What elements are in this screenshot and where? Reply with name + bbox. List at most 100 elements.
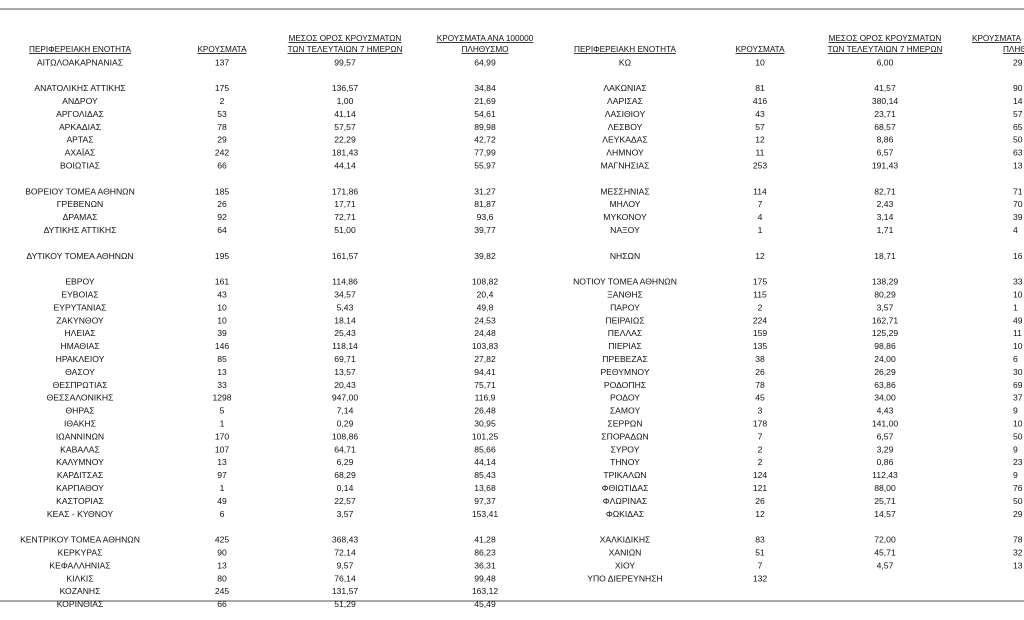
avg-7-days: 57,57: [334, 122, 356, 132]
avg-7-days: 191,43: [872, 160, 899, 170]
region-name: ΚΑΡΔΙΤΣΑΣ: [57, 470, 103, 480]
cases: 64: [217, 225, 227, 235]
cases: 107: [215, 444, 230, 454]
avg-7-days: 162,71: [872, 315, 899, 325]
cases-per-100k: 30: [1013, 367, 1023, 377]
region-name: ΚΑΛΥΜΝΟΥ: [56, 457, 104, 467]
region-name: ΥΠΟ ΔΙΕΡΕΥΝΗΣΗ: [587, 573, 663, 583]
cases-per-100k: 10: [1013, 289, 1023, 299]
region-name: ΖΑΚΥΝΘΟΥ: [56, 315, 104, 325]
cases: 12: [755, 135, 765, 145]
cases: 2: [758, 302, 763, 312]
column-header: ΤΩΝ ΤΕΛΕΥΤΑΙΩΝ 7 ΗΜΕΡΩΝ: [828, 45, 943, 54]
cases: 159: [753, 328, 768, 338]
avg-7-days: 380,14: [872, 96, 899, 106]
cases-per-100k: 20,4: [477, 289, 494, 299]
cases-per-100k: 50: [1013, 431, 1023, 441]
avg-7-days: 368,43: [332, 535, 359, 545]
region-name: ΚΕΡΚΥΡΑΣ: [58, 547, 103, 557]
avg-7-days: 0,86: [877, 457, 894, 467]
region-name: ΜΕΣΣΗΝΙΑΣ: [600, 186, 649, 196]
column-header: ΠΕΡΙΦΕΡΕΙΑΚΗ ΕΝΟΤΗΤΑ: [574, 45, 676, 54]
cases: 170: [215, 431, 230, 441]
cases-per-100k: 71: [1013, 186, 1023, 196]
cases: 29: [217, 135, 227, 145]
cases-per-100k: 16: [1013, 251, 1023, 261]
cases: 97: [217, 470, 227, 480]
region-name: ΚΑΡΠΑΘΟΥ: [56, 483, 104, 493]
cases-per-100k: 33: [1013, 277, 1023, 287]
cases-per-100k: 75,71: [474, 380, 496, 390]
cases: 7: [758, 199, 763, 209]
cases: 2: [758, 444, 763, 454]
avg-7-days: 45,71: [874, 547, 896, 557]
avg-7-days: 26,29: [874, 367, 896, 377]
region-name: ΙΘΑΚΗΣ: [64, 418, 96, 428]
region-name: ΑΧΑΪΑΣ: [65, 148, 96, 158]
avg-7-days: 51,00: [334, 225, 356, 235]
cases-per-100k: 21,69: [474, 96, 496, 106]
cases-per-100k: 99,48: [474, 573, 496, 583]
column-header: ΠΛΗΘΥΣΜΟ: [461, 45, 508, 54]
region-name: ΗΡΑΚΛΕΙΟΥ: [56, 354, 105, 364]
cases-per-100k: 10: [1013, 418, 1023, 428]
region-name: ΑΡΓΟΛΙΔΑΣ: [56, 109, 104, 119]
cases: 1: [220, 483, 225, 493]
region-name: ΜΑΓΝΗΣΙΑΣ: [601, 160, 650, 170]
region-name: ΕΥΡΥΤΑΝΙΑΣ: [54, 302, 107, 312]
cases: 39: [217, 328, 227, 338]
cases-per-100k: 70: [1013, 199, 1023, 209]
cases-per-100k: 54,61: [474, 109, 496, 119]
cases-per-100k: 13,68: [474, 483, 496, 493]
cases-per-100k: 41,28: [474, 535, 496, 545]
cases-per-100k: 69: [1013, 380, 1023, 390]
region-name: ΔΡΑΜΑΣ: [63, 212, 98, 222]
cases-per-100k: 90: [1013, 83, 1023, 93]
avg-7-days: 118,14: [332, 341, 358, 351]
cases: 92: [217, 212, 227, 222]
cases: 137: [215, 57, 230, 67]
cases-per-100k: 89,98: [474, 122, 496, 132]
region-name: ΑΝΑΤΟΛΙΚΗΣ ΑΤΤΙΚΗΣ: [34, 83, 125, 93]
cases-per-100k: 101,25: [472, 431, 499, 441]
region-name: ΑΡΚΑΔΙΑΣ: [59, 122, 101, 132]
avg-7-days: 114,86: [332, 277, 358, 287]
region-name: ΛΑΣΙΘΙΟΥ: [605, 109, 646, 119]
avg-7-days: 171,86: [332, 186, 359, 196]
cases: 43: [755, 109, 765, 119]
cases: 45: [755, 393, 765, 403]
cases: 10: [217, 315, 227, 325]
cases: 80: [217, 573, 227, 583]
avg-7-days: 138,29: [872, 277, 899, 287]
cases: 26: [217, 199, 227, 209]
cases-per-100k: 163,12: [472, 586, 499, 596]
region-name: ΛΕΥΚΑΔΑΣ: [602, 135, 647, 145]
cases: 12: [755, 509, 765, 519]
avg-7-days: 141,00: [872, 418, 899, 428]
avg-7-days: 131,57: [332, 586, 359, 596]
avg-7-days: 6,29: [337, 457, 354, 467]
cases: 4: [758, 212, 763, 222]
avg-7-days: 4,57: [877, 560, 894, 570]
region-name: ΦΩΚΙΔΑΣ: [606, 509, 644, 519]
region-name: ΣΥΡΟΥ: [611, 444, 640, 454]
cases-per-100k: 6: [1013, 354, 1018, 364]
avg-7-days: 18,71: [874, 251, 896, 261]
cases-per-100k: 29: [1013, 509, 1023, 519]
region-name: ΘΑΣΟΥ: [65, 367, 95, 377]
avg-7-days: 34,00: [874, 393, 896, 403]
cases-per-100k: 94,41: [474, 367, 496, 377]
region-name: ΚΟΖΑΝΗΣ: [60, 586, 101, 596]
avg-7-days: 161,57: [332, 251, 359, 261]
cases-per-100k: 116,9: [475, 393, 496, 403]
cases-per-100k: 76: [1013, 483, 1023, 493]
avg-7-days: 98,86: [874, 341, 896, 351]
cases: 185: [215, 186, 230, 196]
cases: 114: [753, 186, 767, 196]
avg-7-days: 41,57: [874, 83, 896, 93]
cases: 26: [755, 367, 765, 377]
cases: 253: [753, 160, 768, 170]
cases-per-100k: 9: [1013, 470, 1018, 480]
column-header: ΚΡΟΥΣΜΑΤΑ: [972, 34, 1022, 43]
cases-per-100k: 63: [1013, 148, 1023, 158]
